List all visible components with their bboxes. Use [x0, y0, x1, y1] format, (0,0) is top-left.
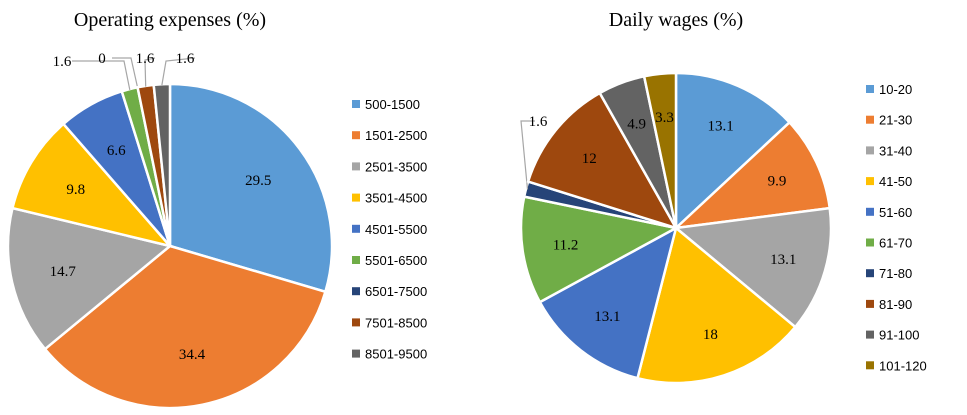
legend-label-wages-101-120: 101-120: [879, 358, 927, 373]
pie-slice-wages-10-20: [674, 71, 792, 231]
legend-swatch-wages-10-20: [866, 85, 874, 93]
legend-label-wages-41-50: 41-50: [879, 174, 912, 189]
data-label-wages-41-50: 18: [703, 327, 718, 343]
legend-swatch-wages-71-80: [866, 269, 874, 278]
legend-label-wages-71-80: 71-80: [879, 266, 912, 281]
data-label-opex-8501-9500: 1.6: [176, 51, 195, 67]
data-label-opex-3501-4500: 9.8: [66, 182, 85, 198]
pie-slice-opex-500-1500: [168, 82, 334, 294]
chart-title-operating-expenses: Operating expenses (%): [74, 9, 266, 31]
legend-daily-wages: 10-20 21-30 31-40 41-50 51-60 61-70 71-80 81-90…: [866, 82, 927, 373]
data-label-opex-500-1500: 29.5: [245, 173, 271, 189]
legend-swatch-wages-61-70: [866, 238, 874, 247]
legend-label-opex-7501-8500: 7501-8500: [365, 315, 427, 330]
leader-line-opex-5501-6500: [72, 60, 131, 91]
pie-slice-wages-81-90: [526, 91, 679, 231]
legend-swatch-wages-51-60: [866, 207, 874, 216]
legend-swatch-opex-3501-4500: [352, 193, 360, 202]
pie-slice-wages-21-30: [672, 120, 832, 230]
pie-slice-wages-51-60: [538, 225, 678, 380]
legend-swatch-wages-91-100: [866, 330, 874, 339]
legend-swatch-wages-41-50: [866, 177, 874, 186]
legend-label-wages-91-100: 91-100: [879, 328, 919, 343]
legend-label-opex-2501-3500: 2501-3500: [365, 159, 427, 174]
chart-title-daily-wages: Daily wages (%): [609, 9, 743, 31]
data-label-opex-7501-8500: 1.6: [136, 51, 155, 67]
legend-label-wages-10-20: 10-20: [879, 82, 912, 97]
legend-label-wages-21-30: 21-30: [879, 113, 912, 128]
data-label-wages-71-80: 1.6: [529, 114, 548, 130]
data-label-wages-101-120: 3.3: [655, 110, 674, 126]
pie-chart-operating-expenses: 29.5 34.4 14.7 9.8 6.6 1.6 0 1.6 1.6: [6, 51, 334, 410]
legend-label-opex-6501-7500: 6501-7500: [365, 284, 427, 299]
data-label-wages-91-100: 4.9: [627, 117, 646, 133]
legend-swatch-wages-81-90: [866, 299, 874, 308]
legend-label-opex-500-1500: 500-1500: [365, 97, 420, 112]
pie-slice-opex-3501-4500: [10, 122, 174, 249]
data-label-wages-51-60: 13.1: [594, 309, 620, 325]
data-label-opex-5501-6500: 1.6: [53, 54, 72, 70]
data-label-wages-10-20: 13.1: [707, 119, 733, 135]
leader-line-opex-6501-7500: [112, 57, 139, 89]
legend-swatch-opex-500-1500: [352, 100, 360, 108]
legend-swatch-opex-7501-8500: [352, 318, 360, 327]
legend-swatch-opex-4501-5500: [352, 224, 360, 233]
pie-slice-wages-31-40: [672, 206, 833, 329]
leader-line-opex-7501-8500: [144, 57, 156, 87]
data-label-opex-4501-5500: 6.6: [107, 143, 126, 159]
legend-label-wages-61-70: 61-70: [879, 236, 912, 251]
legend-label-opex-8501-9500: 8501-9500: [365, 347, 427, 362]
data-label-opex-1501-2500: 34.4: [179, 347, 206, 363]
data-label-wages-31-40: 13.1: [770, 252, 796, 268]
legend-swatch-wages-21-30: [866, 115, 874, 124]
legend-swatch-opex-6501-7500: [352, 287, 360, 296]
legend-swatch-opex-2501-3500: [352, 162, 360, 171]
data-label-wages-81-90: 12: [582, 151, 597, 167]
legend-label-wages-31-40: 31-40: [879, 143, 912, 158]
legend-label-opex-3501-4500: 3501-4500: [365, 191, 427, 206]
pie-slice-wages-101-120: [642, 71, 678, 229]
legend-swatch-opex-1501-2500: [352, 131, 360, 140]
legend-label-opex-4501-5500: 4501-5500: [365, 222, 427, 237]
legend-label-wages-81-90: 81-90: [879, 297, 912, 312]
pie-chart-daily-wages: 13.1 9.9 13.1 18 13.1 11.2 1.6 12 4.9 3.3: [519, 71, 833, 385]
pie-slice-opex-2501-3500: [6, 206, 173, 351]
data-label-opex-2501-3500: 14.7: [50, 264, 77, 280]
data-label-opex-6501-7500: 0: [98, 51, 106, 67]
legend-label-opex-5501-6500: 5501-6500: [365, 253, 427, 268]
pie-slice-opex-1501-2500: [43, 244, 327, 410]
leader-line-opex-8501-9500: [161, 57, 196, 86]
pie-slice-wages-41-50: [636, 225, 798, 385]
data-label-wages-21-30: 9.9: [768, 174, 787, 190]
legend-swatch-opex-5501-6500: [352, 256, 360, 264]
legend-label-wages-51-60: 51-60: [879, 205, 912, 220]
legend-swatch-wages-101-120: [866, 361, 874, 370]
data-label-wages-61-70: 11.2: [553, 237, 579, 253]
legend-swatch-opex-8501-9500: [352, 349, 360, 358]
pie-slice-wages-61-70: [519, 195, 680, 304]
legend-swatch-wages-31-40: [866, 146, 874, 155]
legend-operating-expenses: 500-1500 1501-2500 2501-3500 3501-4500 4501-…: [352, 97, 427, 362]
leader-line-wages-71-80: [520, 120, 535, 190]
legend-label-opex-1501-2500: 1501-2500: [365, 128, 427, 143]
